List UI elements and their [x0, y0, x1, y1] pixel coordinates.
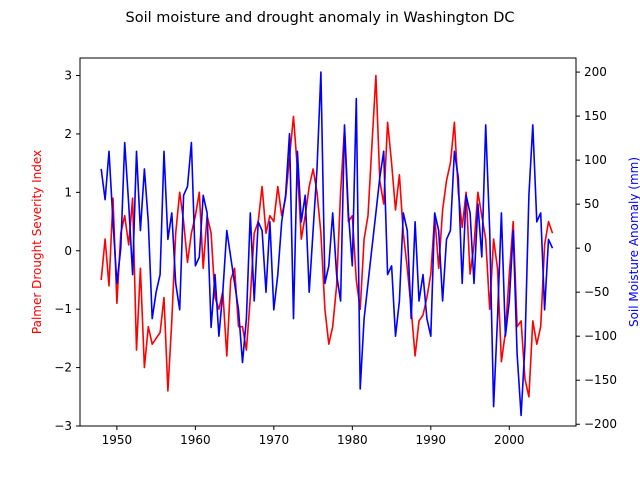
- left-y-tick-label: 2: [64, 127, 72, 141]
- right-y-tick-label: 50: [584, 197, 599, 211]
- chart-title: Soil moisture and drought anomaly in Was…: [126, 10, 515, 26]
- x-tick-label: 1970: [259, 433, 290, 447]
- series-line-right: [100, 71, 554, 417]
- x-tick-label: 1950: [102, 433, 133, 447]
- left-y-tick-label: 3: [64, 69, 72, 83]
- right-y-tick-label: −150: [584, 373, 617, 387]
- left-y-tick-label: 1: [64, 185, 72, 199]
- x-tick-label: 2000: [494, 433, 525, 447]
- right-y-tick-label: 0: [584, 241, 592, 255]
- right-y-tick-label: 100: [584, 153, 607, 167]
- x-tick-label: 1990: [416, 433, 447, 447]
- right-y-tick-label: 150: [584, 109, 607, 123]
- left-y-tick-label: −3: [54, 419, 72, 433]
- left-axis-label: Palmer Drought Severity Index: [30, 150, 44, 334]
- axes-layer: 1950 1960 1970 1980 1990 2000−3−2−10123−200−1…: [54, 57, 617, 447]
- left-y-tick-label: −1: [54, 302, 72, 316]
- right-y-tick-label: −200: [584, 417, 617, 431]
- series-layer: [100, 71, 554, 417]
- x-tick-label: 1960: [180, 433, 211, 447]
- right-y-tick-label: −50: [584, 285, 609, 299]
- left-y-tick-label: −2: [54, 361, 72, 375]
- right-axis-label: Soil Moisture Anomaly (mm): [627, 157, 640, 327]
- left-y-tick-label: 0: [64, 244, 72, 258]
- right-y-tick-label: −100: [584, 329, 617, 343]
- right-y-tick-label: 200: [584, 65, 607, 79]
- plot-frame: [79, 57, 577, 427]
- series-line-left: [100, 74, 554, 398]
- x-tick-label: 1980: [337, 433, 368, 447]
